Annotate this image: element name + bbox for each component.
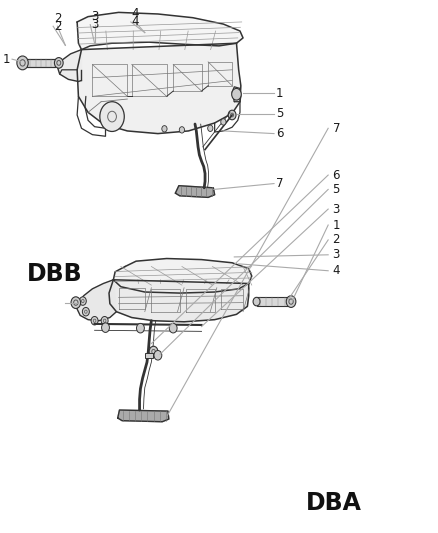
Text: 2: 2 xyxy=(54,20,61,33)
Polygon shape xyxy=(175,185,215,197)
Polygon shape xyxy=(118,410,169,422)
Polygon shape xyxy=(232,87,241,102)
Ellipse shape xyxy=(169,324,177,333)
Ellipse shape xyxy=(179,127,184,133)
Ellipse shape xyxy=(79,297,86,305)
Ellipse shape xyxy=(162,126,167,132)
Text: 4: 4 xyxy=(131,7,139,20)
Text: 6: 6 xyxy=(332,168,340,182)
Ellipse shape xyxy=(101,317,108,325)
Polygon shape xyxy=(77,12,243,50)
Text: DBA: DBA xyxy=(306,491,362,515)
Ellipse shape xyxy=(228,110,236,120)
Polygon shape xyxy=(113,259,252,293)
FancyBboxPatch shape xyxy=(258,297,288,306)
Text: 2: 2 xyxy=(332,233,340,246)
Ellipse shape xyxy=(154,351,162,360)
Ellipse shape xyxy=(286,296,296,308)
Polygon shape xyxy=(77,43,241,134)
FancyBboxPatch shape xyxy=(145,353,153,358)
Ellipse shape xyxy=(82,308,89,316)
Text: 6: 6 xyxy=(276,127,283,140)
Ellipse shape xyxy=(232,88,241,100)
Ellipse shape xyxy=(54,58,63,68)
Ellipse shape xyxy=(102,323,110,333)
Text: 3: 3 xyxy=(332,203,340,215)
FancyBboxPatch shape xyxy=(27,59,55,67)
Text: 1: 1 xyxy=(332,219,340,231)
Ellipse shape xyxy=(17,56,28,70)
Polygon shape xyxy=(57,50,81,82)
Text: 4: 4 xyxy=(131,15,139,28)
Text: 1: 1 xyxy=(3,53,11,66)
Polygon shape xyxy=(77,280,117,321)
Text: 5: 5 xyxy=(276,108,283,120)
Circle shape xyxy=(100,102,124,132)
Text: 3: 3 xyxy=(332,248,340,261)
Ellipse shape xyxy=(221,119,226,125)
Ellipse shape xyxy=(253,297,260,306)
Text: 1: 1 xyxy=(276,87,283,100)
Polygon shape xyxy=(109,280,249,322)
Ellipse shape xyxy=(208,125,213,132)
Text: 2: 2 xyxy=(54,12,61,25)
Ellipse shape xyxy=(71,297,81,309)
Text: 7: 7 xyxy=(332,122,340,135)
Ellipse shape xyxy=(91,317,98,325)
Text: 5: 5 xyxy=(332,183,340,196)
Text: 3: 3 xyxy=(91,18,98,31)
Ellipse shape xyxy=(149,346,158,357)
Text: 3: 3 xyxy=(91,10,98,23)
Text: 7: 7 xyxy=(276,177,283,190)
Text: 4: 4 xyxy=(332,264,340,277)
Ellipse shape xyxy=(137,324,145,333)
Text: DBB: DBB xyxy=(27,262,82,286)
